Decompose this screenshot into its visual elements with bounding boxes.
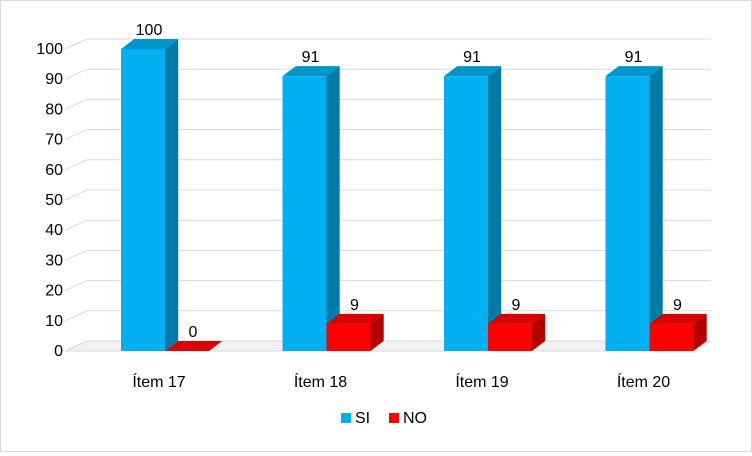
x-tick-label: Ítem 20 <box>617 372 670 391</box>
bar-top-face <box>326 313 384 324</box>
y-tick-label: 10 <box>45 313 63 330</box>
legend-swatch <box>389 413 399 423</box>
bar-top-face <box>121 39 179 49</box>
bar-front-face <box>121 49 165 351</box>
data-label: 9 <box>350 297 359 314</box>
gridline <box>64 280 711 292</box>
y-tick-label: 30 <box>45 252 63 269</box>
bar-side-face <box>532 313 546 351</box>
y-tick-label: 0 <box>54 343 63 360</box>
bar-no: 9 <box>488 297 546 351</box>
legend-label: NO <box>403 410 427 427</box>
bar-top-face <box>282 66 340 77</box>
x-tick-label: Ítem 17 <box>132 372 185 391</box>
data-label: 9 <box>512 297 521 314</box>
gridline <box>64 159 711 171</box>
bar-no: 9 <box>649 297 707 351</box>
y-tick-label: 80 <box>45 101 63 118</box>
bar-side-face <box>370 313 384 351</box>
y-axis: 0 10 20 30 40 50 60 70 80 90 100 <box>36 41 63 360</box>
bar-front-face <box>444 76 488 352</box>
bar-front-face <box>649 323 694 351</box>
y-tick-label: 50 <box>45 192 63 209</box>
gridline <box>64 68 711 80</box>
gridline <box>64 249 711 261</box>
y-tick-label: 90 <box>45 71 63 88</box>
bar-top-face <box>165 341 223 351</box>
gridlines <box>64 38 711 352</box>
bar-top-face <box>649 313 707 324</box>
bar-side-face <box>488 66 502 352</box>
bar-si: 91 <box>282 49 340 352</box>
legend-item-si: SI <box>341 410 370 427</box>
bar-si: 91 <box>444 49 502 352</box>
bar-side-face <box>326 66 340 352</box>
bar-top-face <box>444 66 502 77</box>
gridline <box>64 98 711 110</box>
data-label: 91 <box>463 49 481 66</box>
x-tick-label: Ítem 19 <box>455 372 508 391</box>
data-label: 0 <box>189 324 198 341</box>
bars: 100 0 91 9 91 9 91 9 <box>121 22 707 352</box>
bar-top-face <box>605 66 663 77</box>
data-label: 9 <box>673 297 682 314</box>
legend-label: SI <box>355 410 370 427</box>
x-tick-label: Ítem 18 <box>294 372 347 391</box>
x-axis: Ítem 17 Ítem 18 Ítem 19 Ítem 20 <box>132 372 670 391</box>
data-label: 100 <box>136 22 163 39</box>
gridline <box>64 38 711 50</box>
bar-side-face <box>165 39 179 351</box>
y-tick-label: 60 <box>45 162 63 179</box>
y-tick-label: 70 <box>45 132 63 149</box>
bar-no: 9 <box>326 297 384 351</box>
bar-top-face <box>488 313 546 324</box>
legend: SI NO <box>341 410 427 427</box>
bar-side-face <box>649 66 663 352</box>
data-label: 91 <box>625 49 643 66</box>
gridline <box>64 310 711 322</box>
gridline <box>64 129 711 141</box>
legend-item-no: NO <box>389 410 427 427</box>
bar-si: 100 <box>121 22 179 351</box>
bar-front-face <box>605 76 650 352</box>
bar-front-face <box>488 323 532 351</box>
bar-no: 0 <box>165 324 223 351</box>
bar-front-face <box>326 323 371 351</box>
bar-front-face <box>282 76 327 352</box>
y-tick-label: 40 <box>45 222 63 239</box>
legend-swatch <box>341 413 351 423</box>
bar-side-face <box>693 313 707 351</box>
gridline <box>64 189 711 201</box>
y-tick-label: 100 <box>36 41 63 58</box>
bar-si: 91 <box>605 49 663 352</box>
data-label: 91 <box>302 49 320 66</box>
y-tick-label: 20 <box>45 283 63 300</box>
gridline <box>64 219 711 231</box>
